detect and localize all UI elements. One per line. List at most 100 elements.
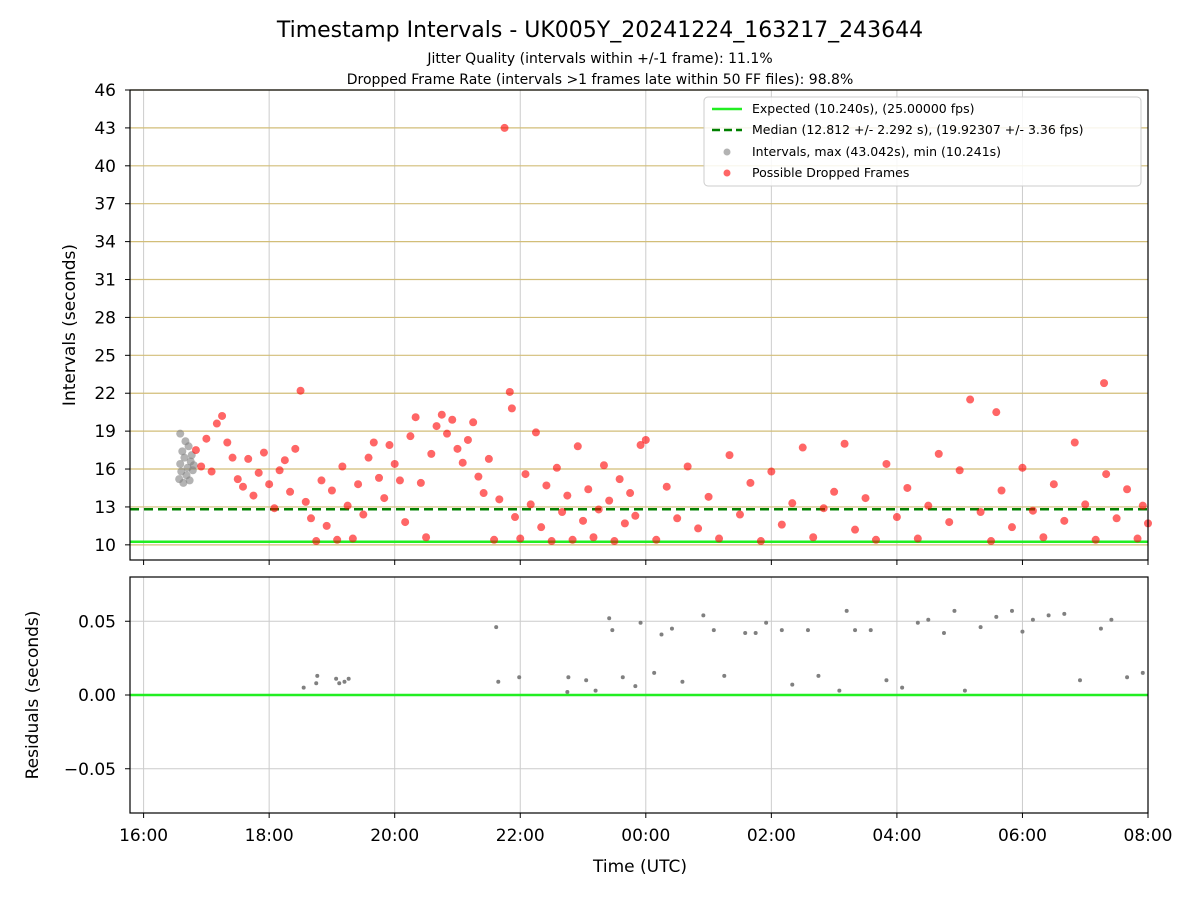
- residual-point: [805, 628, 810, 633]
- dropped-frame-point: [479, 489, 488, 498]
- x-tick-label: 00:00: [621, 826, 670, 846]
- intervals-y-tick-label: 22: [94, 384, 116, 404]
- residual-point: [978, 625, 983, 630]
- residual-point: [565, 690, 570, 695]
- dropped-frame-point: [735, 510, 744, 519]
- x-tick-label: 06:00: [998, 826, 1047, 846]
- x-tick-label: 02:00: [747, 826, 796, 846]
- residuals-y-tick-label: −0.05: [64, 760, 116, 780]
- dropped-frame-point: [212, 419, 221, 428]
- dropped-frame-point: [422, 533, 431, 542]
- residual-point: [314, 681, 319, 686]
- dropped-frame-point: [443, 429, 452, 438]
- residuals-y-tick-label: 0.00: [78, 686, 116, 706]
- legend-intervals-label: Intervals, max (43.042s), min (10.241s): [752, 144, 1001, 159]
- dropped-frame-point: [683, 462, 692, 471]
- dropped-frame-point: [652, 535, 661, 544]
- dropped-frame-point: [563, 491, 572, 500]
- dropped-frame-point: [851, 525, 860, 534]
- dropped-frame-point: [254, 468, 263, 477]
- dropped-frame-point: [892, 513, 901, 522]
- residual-point: [779, 628, 784, 633]
- dropped-frame-point: [594, 505, 603, 514]
- dropped-frame-point: [301, 497, 310, 506]
- dropped-frame-point: [364, 453, 373, 462]
- residual-point: [868, 628, 873, 633]
- dropped-frame-point: [343, 501, 352, 510]
- dropped-frame-point: [924, 501, 933, 510]
- dropped-frame-point: [756, 537, 765, 546]
- residual-point: [1140, 670, 1145, 675]
- residuals-xlabel: Time (UTC): [592, 857, 687, 877]
- dropped-frame-point: [992, 408, 1001, 417]
- x-tick-label: 18:00: [245, 826, 294, 846]
- dropped-frame-point: [1112, 514, 1121, 523]
- residual-point: [610, 628, 615, 633]
- dropped-frame-point: [620, 519, 629, 528]
- residual-point: [764, 620, 769, 625]
- dropped-frame-point: [507, 404, 516, 413]
- residual-point: [1098, 626, 1103, 631]
- dropped-frame-point: [1070, 438, 1079, 447]
- dropped-frame-point: [395, 476, 404, 485]
- intervals-y-tick-label: 19: [94, 422, 116, 442]
- dropped-frame-point: [380, 494, 389, 503]
- dropped-frame-point: [296, 386, 305, 395]
- intervals-ticks: 10 13 16 19 22 25 28 31 34 37 40 43 46: [94, 81, 1149, 565]
- dropped-frame-point: [202, 434, 211, 443]
- dropped-frame-point: [411, 413, 420, 422]
- dropped-frame-point: [1039, 533, 1048, 542]
- dropped-frame-point: [280, 456, 289, 465]
- dropped-frame-point: [568, 535, 577, 544]
- x-tick-label: 04:00: [872, 826, 921, 846]
- interval-point: [185, 476, 194, 485]
- dropped-frame-point: [605, 496, 614, 505]
- dropped-frame-point: [882, 459, 891, 468]
- residual-point: [494, 625, 499, 630]
- residual-point: [301, 685, 306, 690]
- dropped-frame-point: [218, 411, 227, 420]
- dropped-frame-point: [1138, 501, 1147, 510]
- dropped-frame-point: [338, 462, 347, 471]
- chart-subtitle-jitter: Jitter Quality (intervals within +/-1 fr…: [426, 51, 772, 67]
- interval-point: [189, 461, 198, 470]
- dropped-frame-point: [265, 480, 274, 489]
- intervals-points: [175, 123, 1152, 546]
- dropped-frame-point: [913, 534, 922, 543]
- dropped-frame-point: [249, 491, 258, 500]
- dropped-frame-point: [526, 500, 535, 509]
- legend-expected-label: Expected (10.240s), (25.00000 fps): [752, 101, 974, 116]
- residual-point: [346, 676, 351, 681]
- residual-point: [884, 678, 889, 683]
- x-tick-label: 16:00: [119, 826, 168, 846]
- dropped-frame-point: [1060, 516, 1069, 525]
- intervals-y-tick-label: 28: [94, 308, 116, 328]
- dropped-frame-point: [317, 476, 326, 485]
- interval-point: [176, 459, 185, 468]
- dropped-frame-point: [715, 534, 724, 543]
- dropped-frame-point: [348, 534, 357, 543]
- residual-point: [962, 688, 967, 693]
- intervals-y-tick-label: 40: [94, 157, 116, 177]
- dropped-frame-point: [207, 467, 216, 476]
- residual-point: [837, 688, 842, 693]
- dropped-frame-point: [1091, 535, 1100, 544]
- residual-point: [701, 613, 706, 618]
- residuals-ticks: 16:00 18:00 20:00 22:00 00:00 02:00 04:00 06:00…: [64, 612, 1173, 846]
- intervals-axes-frame: [129, 89, 1149, 561]
- intervals-y-tick-label: 13: [94, 498, 116, 518]
- residual-point: [337, 681, 342, 686]
- dropped-frame-point: [662, 482, 671, 491]
- dropped-frame-point: [547, 537, 556, 546]
- dropped-frame-point: [1049, 480, 1058, 489]
- residual-point: [1062, 611, 1067, 616]
- dropped-frame-point: [1081, 500, 1090, 509]
- residual-point: [941, 631, 946, 636]
- dropped-frame-point: [390, 459, 399, 468]
- dropped-frame-point: [840, 439, 849, 448]
- residual-point: [900, 685, 905, 690]
- residual-point: [1125, 675, 1130, 680]
- dropped-frame-point: [552, 463, 561, 472]
- dropped-frame-point: [197, 462, 206, 471]
- dropped-frame-point: [322, 521, 331, 530]
